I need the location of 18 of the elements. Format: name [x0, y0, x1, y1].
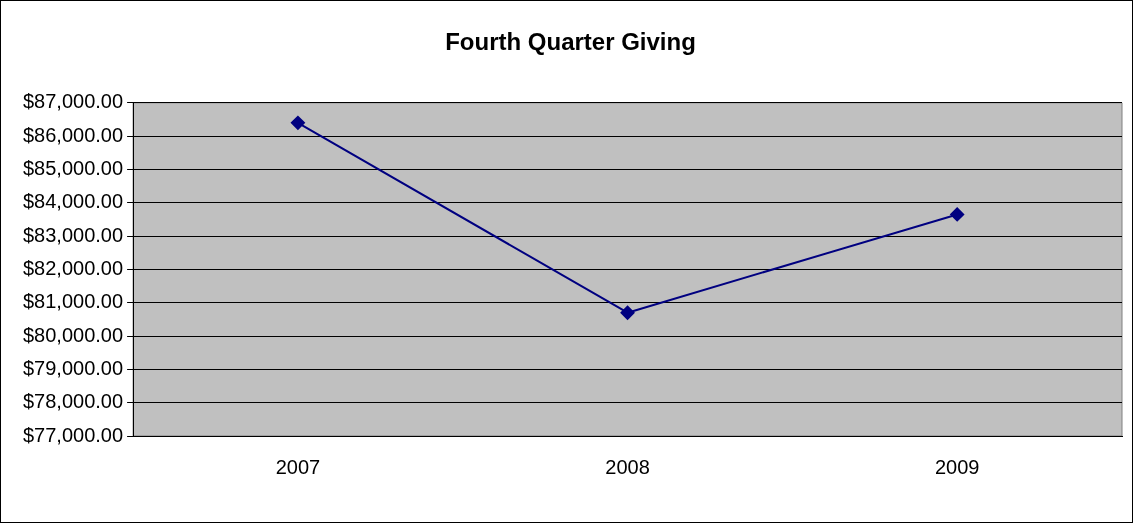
y-tick-label: $77,000.00: [22, 423, 124, 446]
y-tick-label: $78,000.00: [22, 390, 124, 413]
y-tick-label: $87,000.00: [22, 90, 124, 113]
y-tick-label: $85,000.00: [22, 156, 124, 179]
y-tick-label: $82,000.00: [22, 256, 124, 279]
y-tick-label: $80,000.00: [22, 323, 124, 346]
y-tick-label: $81,000.00: [22, 290, 124, 313]
x-tick-label: 2008: [605, 455, 650, 478]
point: [950, 207, 965, 222]
point: [620, 305, 635, 320]
y-tick-label: $83,000.00: [22, 223, 124, 246]
chart-title: Fourth Quarter Giving: [445, 28, 696, 56]
y-tick-label: $84,000.00: [22, 190, 124, 213]
x-tick-label: 2009: [934, 455, 980, 478]
y-tick-label: $79,000.00: [22, 356, 124, 379]
y-tick-label: $86,000.00: [22, 123, 124, 146]
point: [290, 115, 305, 130]
x-tick-label: 2007: [275, 455, 321, 478]
